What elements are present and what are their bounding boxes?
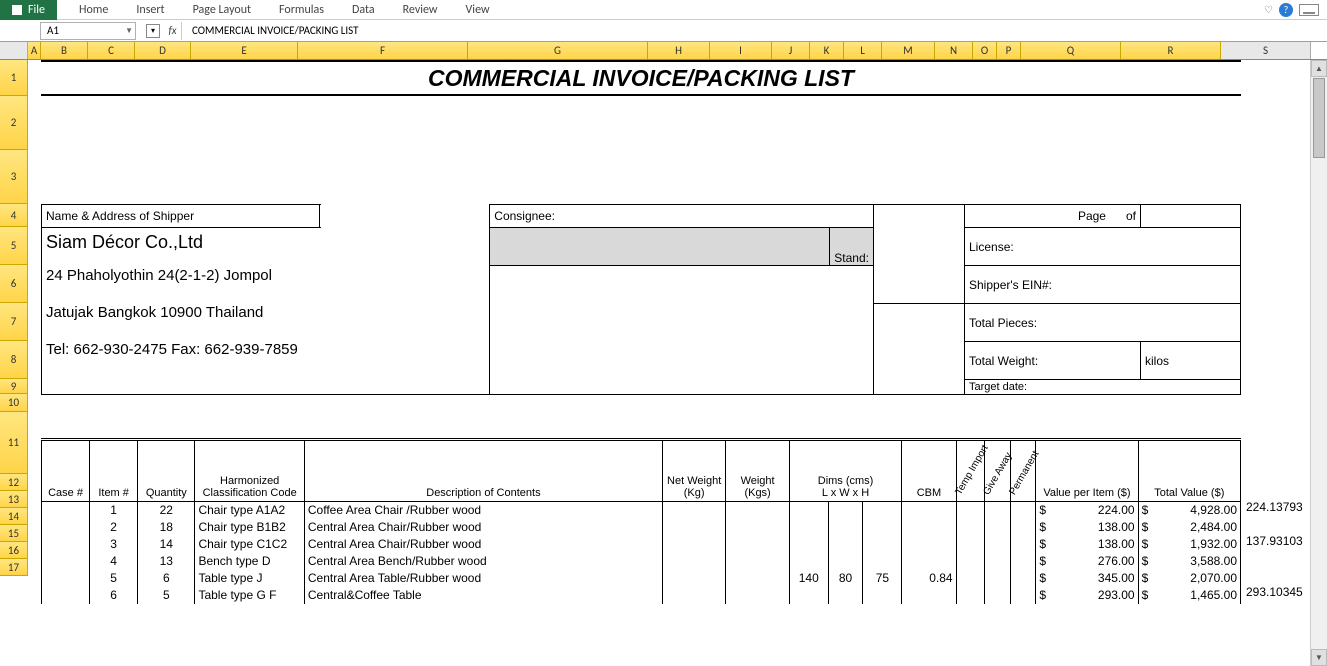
formula-bar: A1▼ ▾ fx COMMERCIAL INVOICE/PACKING LIST: [0, 20, 1327, 42]
table-row: 122Chair type A1A2Coffee Area Chair /Rub…: [42, 502, 1241, 519]
tab-data[interactable]: Data: [338, 3, 389, 17]
col-header-G[interactable]: G: [468, 42, 648, 59]
row-header-9[interactable]: 9: [0, 379, 28, 394]
vertical-scrollbar[interactable]: ▲ ▼: [1310, 60, 1327, 666]
col-header-I[interactable]: I: [710, 42, 772, 59]
col-permanent: Permanent: [1011, 441, 1035, 501]
name-box[interactable]: A1▼: [40, 22, 136, 40]
select-all-corner[interactable]: [0, 42, 28, 59]
shipper-name: Siam Décor Co.,Ltd: [46, 228, 485, 257]
formula-value[interactable]: COMMERCIAL INVOICE/PACKING LIST: [186, 24, 359, 37]
ein-label: Shipper's EIN#:: [965, 266, 1241, 304]
row-header-10[interactable]: 10: [0, 394, 28, 412]
row-header-1[interactable]: 1: [0, 60, 28, 96]
overflow-value: 137.93103: [1246, 534, 1303, 548]
col-header-H[interactable]: H: [648, 42, 710, 59]
table-row: 56Table type JCentral Area Table/Rubber …: [42, 570, 1241, 587]
scroll-down-button[interactable]: ▼: [1311, 649, 1327, 666]
header-section: Name & Address of Shipper Consignee: Pag…: [41, 204, 1241, 395]
col-header-Q[interactable]: Q: [1021, 42, 1121, 59]
row-header-14[interactable]: 14: [0, 508, 28, 525]
heart-icon: ♡: [1264, 3, 1273, 16]
table-row: 314Chair type C1C2Central Area Chair/Rub…: [42, 536, 1241, 553]
target-label: Target date:: [965, 380, 1241, 395]
shipper-addr2: Jatujak Bangkok 10900 Thailand: [46, 294, 485, 331]
consignee-label: Consignee:: [490, 205, 874, 228]
col-header-S[interactable]: S: [1221, 42, 1311, 59]
row-header-5[interactable]: 5: [0, 227, 28, 265]
col-header-A[interactable]: A: [28, 42, 41, 59]
row-header-7[interactable]: 7: [0, 303, 28, 341]
document-title: COMMERCIAL INVOICE/PACKING LIST: [41, 60, 1241, 96]
column-headers: ABCDEFGHIJKLMNOPQRS: [0, 42, 1327, 60]
col-header-B[interactable]: B: [41, 42, 88, 59]
shipper-label: Name & Address of Shipper: [42, 205, 320, 228]
fx-dropdown-icon[interactable]: ▾: [146, 24, 160, 38]
col-header-M[interactable]: M: [882, 42, 935, 59]
col-item: Item #: [90, 440, 138, 502]
col-header-N[interactable]: N: [935, 42, 973, 59]
col-desc: Description of Contents: [304, 440, 662, 502]
col-header-D[interactable]: D: [135, 42, 191, 59]
row-header-3[interactable]: 3: [0, 150, 28, 204]
col-header-K[interactable]: K: [810, 42, 844, 59]
fx-icon[interactable]: fx: [164, 22, 182, 40]
row-header-6[interactable]: 6: [0, 265, 28, 303]
minimize-ribbon-icon[interactable]: [1299, 4, 1319, 16]
col-cbm: CBM: [902, 440, 956, 502]
overflow-value: 293.10345: [1246, 585, 1303, 599]
col-header-L[interactable]: L: [844, 42, 882, 59]
overflow-value: 224.13793: [1246, 500, 1303, 514]
license-label: License:: [965, 228, 1241, 266]
tab-insert[interactable]: Insert: [122, 3, 178, 17]
table-row: 218Chair type B1B2Central Area Chair/Rub…: [42, 519, 1241, 536]
col-netwt: Net Weight (Kg): [662, 440, 725, 502]
col-header-P[interactable]: P: [997, 42, 1021, 59]
tab-view[interactable]: View: [452, 3, 504, 17]
row-header-12[interactable]: 12: [0, 474, 28, 491]
col-header-J[interactable]: J: [772, 42, 810, 59]
col-header-O[interactable]: O: [973, 42, 997, 59]
col-qty: Quantity: [138, 440, 195, 502]
col-header-C[interactable]: C: [88, 42, 135, 59]
row-header-4[interactable]: 4: [0, 204, 28, 227]
kilos-label: kilos: [1141, 342, 1241, 380]
row-header-13[interactable]: 13: [0, 491, 28, 508]
scroll-thumb[interactable]: [1313, 78, 1325, 158]
shipper-addr1: 24 Phaholyothin 24(2-1-2) Jompol: [46, 257, 485, 294]
table-row: 413Bench type DCentral Area Bench/Rubber…: [42, 553, 1241, 570]
help-icon[interactable]: ?: [1279, 3, 1293, 17]
col-giveaway: Give Away: [985, 441, 1009, 501]
col-hcc: Harmonized Classification Code: [195, 440, 304, 502]
grid[interactable]: 1234567891011121314151617 COMMERCIAL INV…: [0, 60, 1327, 666]
file-tab[interactable]: File: [0, 0, 57, 20]
weight-label: Total Weight:: [965, 342, 1141, 380]
stand-label: Stand:: [830, 228, 874, 266]
scroll-up-button[interactable]: ▲: [1311, 60, 1327, 77]
ribbon: File Home Insert Page Layout Formulas Da…: [0, 0, 1327, 20]
col-case: Case #: [42, 440, 90, 502]
col-dims: Dims (cms)L x W x H: [789, 440, 902, 502]
col-vpi: Value per Item ($): [1036, 440, 1138, 502]
row-header-15[interactable]: 15: [0, 525, 28, 542]
pieces-label: Total Pieces:: [965, 304, 1241, 342]
col-wt: Weight (Kgs): [726, 440, 789, 502]
row-header-2[interactable]: 2: [0, 96, 28, 150]
row-header-17[interactable]: 17: [0, 559, 28, 576]
row-header-8[interactable]: 8: [0, 341, 28, 379]
tab-formulas[interactable]: Formulas: [265, 3, 338, 17]
col-tv: Total Value ($): [1138, 440, 1240, 502]
tab-pagelayout[interactable]: Page Layout: [179, 3, 265, 17]
col-header-F[interactable]: F: [298, 42, 468, 59]
tab-home[interactable]: Home: [65, 3, 122, 17]
col-tempimport: Temp Import: [957, 441, 981, 501]
shipper-tel: Tel: 662-930-2475 Fax: 662-939-7859: [46, 331, 485, 368]
row-header-16[interactable]: 16: [0, 542, 28, 559]
table-row: 65Table type G FCentral&Coffee Table$293…: [42, 587, 1241, 604]
col-header-R[interactable]: R: [1121, 42, 1221, 59]
col-header-E[interactable]: E: [191, 42, 298, 59]
items-table: Case # Item # Quantity Harmonized Classi…: [41, 438, 1241, 604]
row-header-11[interactable]: 11: [0, 412, 28, 474]
tab-review[interactable]: Review: [389, 3, 452, 17]
